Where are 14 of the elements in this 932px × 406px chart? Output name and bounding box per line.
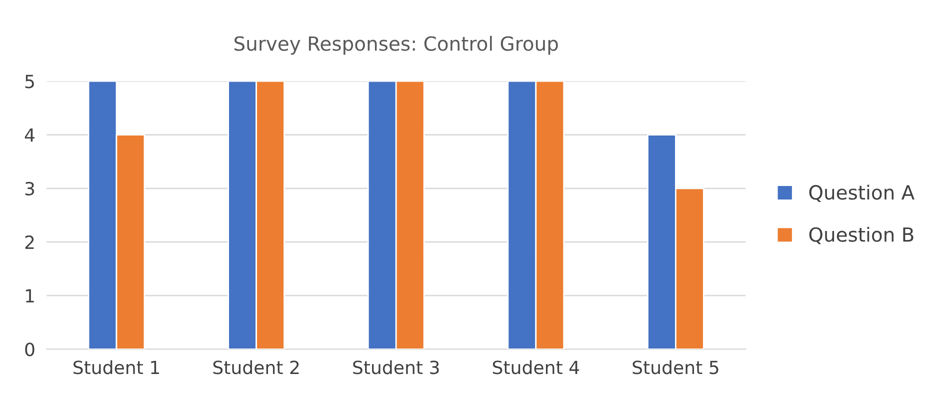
x-tick-label: Student 3 <box>353 360 439 374</box>
y-tick-label: 0 <box>25 342 34 356</box>
x-tick-label: Student 5 <box>632 360 718 374</box>
legend-label: Question B <box>809 226 914 244</box>
legend-label: Question A <box>809 184 914 202</box>
y-tick-label: 4 <box>24 128 34 142</box>
x-tick-label: Student 1 <box>74 360 159 374</box>
y-tick-label: 3 <box>25 182 34 196</box>
chart-title: Survey Responses: Control Group <box>234 36 558 55</box>
y-tick-label: 5 <box>25 74 34 88</box>
x-tick-label: Student 4 <box>492 360 580 374</box>
y-tick-label: 2 <box>25 235 34 249</box>
x-tick-label: Student 2 <box>213 360 299 374</box>
y-tick-label: 1 <box>26 289 34 302</box>
